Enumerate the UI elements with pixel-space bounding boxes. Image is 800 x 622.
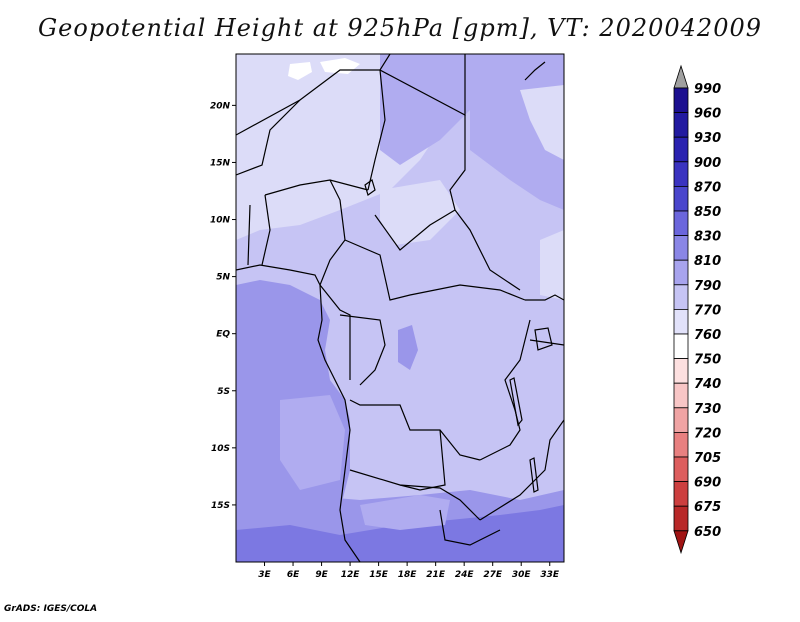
border-car-drc [344, 239, 526, 301]
colorbar-label: 690 [694, 476, 721, 491]
colorbar-swatch [673, 284, 689, 310]
colorbar-swatch [673, 87, 689, 114]
colorbar-label: 730 [694, 402, 721, 417]
lon-label: 30E [512, 570, 532, 580]
map-frame [235, 53, 565, 563]
colorbar-label: 930 [694, 131, 721, 146]
lake-tanganyika [509, 377, 523, 427]
border-botswana [439, 509, 501, 546]
colorbar-swatch [673, 505, 689, 532]
colorbar-label: 770 [694, 303, 721, 318]
colorbar-swatch [673, 161, 689, 187]
lat-label: 10N [210, 216, 231, 226]
field-region-ocean-light [280, 395, 345, 490]
lat-label: 5S [217, 387, 230, 397]
longitude-axis: 3E 6E 9E 12E 15E 18E 21E 24E 27E 30E 33E [258, 562, 560, 580]
colorbar-label: 720 [694, 426, 721, 441]
lat-label: 5N [216, 273, 230, 283]
border-mozambique [479, 419, 564, 521]
lat-label: 15N [210, 158, 231, 168]
colorbar-label: 870 [694, 180, 721, 195]
field-region-ne-light [520, 85, 564, 160]
border-algeria-libya [236, 54, 391, 136]
colorbar-label: 705 [694, 451, 721, 466]
field-region-congo-spot [398, 325, 418, 370]
border-gabon-congo [339, 314, 386, 386]
border-benin-togo [247, 194, 271, 266]
colorbar-bottom-arrow [673, 530, 689, 555]
border-drc-angola [349, 399, 481, 461]
field-region-east-light [540, 230, 564, 300]
lon-label: 15E [369, 570, 389, 580]
colorbar-swatch [673, 210, 689, 237]
lon-label: 18E [398, 570, 418, 580]
lon-label: 6E [287, 570, 300, 580]
credit-label: GrADS: IGES/COLA [4, 604, 98, 614]
colorbar-label: 990 [694, 82, 721, 97]
colorbar-swatch [673, 185, 689, 212]
colorbar-label: 960 [694, 107, 721, 122]
lake-chad [364, 179, 376, 196]
colorbar-swatch [673, 481, 689, 507]
lon-label: 33E [540, 570, 560, 580]
border-cameroon-gabon [319, 284, 351, 380]
lon-label: 3E [258, 570, 271, 580]
colorbar-label: 810 [694, 254, 721, 269]
colorbar-swatch [673, 308, 689, 335]
border-chad-car [374, 209, 456, 251]
border-east-africa [525, 294, 564, 346]
lon-label: 12E [341, 570, 361, 580]
colorbar: 990 960 930 900 870 850 830 810 790 770 760 750 740 7… [673, 64, 721, 555]
border-nigeria-north [264, 179, 369, 196]
border-mali-niger [236, 99, 301, 176]
chart-title: Geopotential Height at 925hPa [gpm], VT:… [38, 14, 762, 42]
lon-label: 9E [315, 570, 328, 580]
colorbar-swatch [673, 259, 689, 286]
colorbar-label: 750 [694, 353, 721, 368]
latitude-axis: 20N 15N 10N 5N EQ 5S 10S 15S [210, 101, 236, 511]
colorbar-label: 830 [694, 230, 721, 245]
colorbar-label: 675 [694, 500, 721, 515]
lat-label: EQ [216, 330, 230, 340]
lake-malawi [529, 457, 539, 493]
colorbar-swatch [673, 456, 689, 483]
lake-victoria [534, 327, 553, 351]
colorbar-label: 850 [694, 205, 721, 220]
colorbar-swatch [673, 407, 689, 433]
geopotential-field [236, 54, 564, 562]
lon-label: 27E [483, 570, 503, 580]
field-region-white-patch-1 [288, 62, 312, 80]
lat-label: 10S [211, 444, 230, 454]
colorbar-swatch [673, 112, 689, 138]
lat-label: 20N [210, 101, 231, 111]
colorbar-top-arrow [673, 64, 689, 89]
field-region-chad-light [380, 180, 460, 245]
coast-central-africa [317, 284, 361, 562]
colorbar-swatch [673, 358, 689, 384]
colorbar-label: 650 [694, 525, 721, 540]
field-region-kalahari-light [360, 495, 450, 530]
colorbar-swatch [673, 333, 689, 360]
coast-west-africa [236, 264, 321, 286]
colorbar-swatch [673, 235, 689, 261]
colorbar-label: 790 [694, 279, 721, 294]
lon-label: 24E [455, 570, 475, 580]
border-namibia [349, 469, 481, 521]
border-niger-chad [367, 69, 386, 191]
colorbar-label: 900 [694, 156, 721, 171]
lon-label: 21E [426, 570, 446, 580]
lat-label: 15S [211, 501, 230, 511]
colorbar-swatch [673, 136, 689, 163]
colorbar-swatch [673, 382, 689, 409]
country-borders [236, 54, 564, 562]
nile-river [524, 61, 546, 81]
colorbar-label: 760 [694, 328, 721, 343]
colorbar-swatch [673, 431, 689, 458]
colorbar-label: 740 [694, 377, 721, 392]
